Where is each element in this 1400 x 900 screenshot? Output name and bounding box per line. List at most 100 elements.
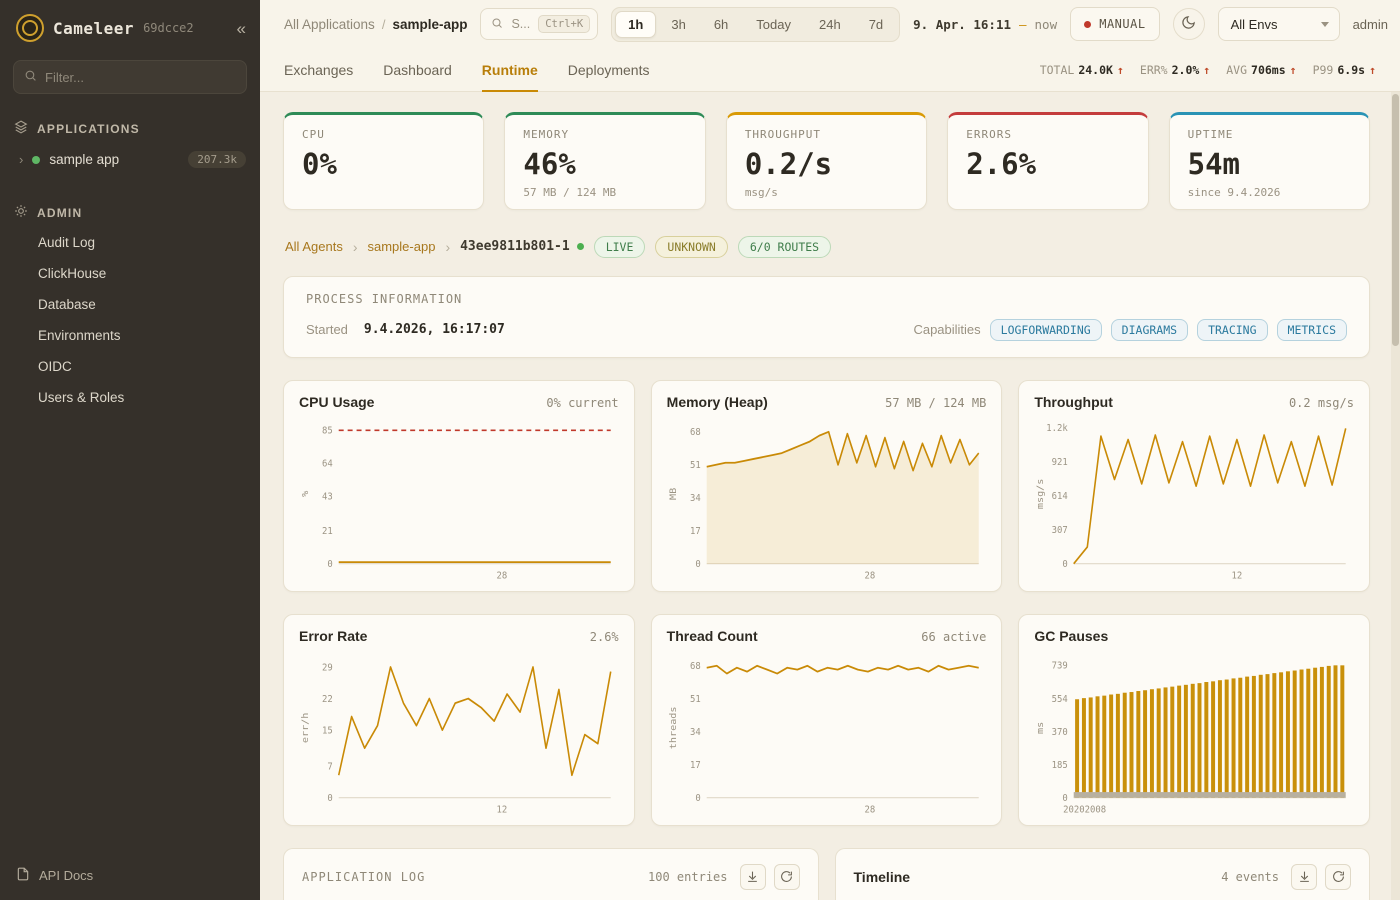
gear-icon (14, 204, 28, 221)
breadcrumb-all-applications[interactable]: All Applications (284, 16, 375, 32)
application-log-title: APPLICATION LOG (302, 869, 426, 884)
content: CPU 0% MEMORY 46% 57 MB / 124 MB THROUGH… (260, 92, 1400, 900)
tab-runtime[interactable]: Runtime (481, 48, 538, 92)
svg-text:28: 28 (864, 804, 875, 816)
stat-avg: AVG 706ms ↑ (1226, 62, 1297, 77)
api-docs-link[interactable]: API Docs (0, 851, 260, 900)
manual-refresh-button[interactable]: MANUAL (1070, 7, 1160, 41)
environment-select[interactable]: All Envs (1217, 7, 1340, 41)
svg-text:28: 28 (864, 570, 875, 582)
chart-card-thread-count: Thread Count 66 active 0 17 34 51 68 28 thread… (650, 613, 1003, 826)
sidebar-item-clickhouse[interactable]: ClickHouse (38, 266, 107, 281)
date-range-picker[interactable]: 9. Apr. 16:11 – now (913, 17, 1057, 32)
logo-icon (16, 14, 44, 42)
svg-text:20202008: 20202008 (1063, 804, 1106, 816)
sidebar-item-users-roles[interactable]: Users & Roles (38, 390, 125, 405)
global-search-button[interactable]: S... Ctrl+K (480, 8, 599, 40)
capability-diagrams: DIAGRAMS (1110, 318, 1189, 341)
scrollbar-thumb[interactable] (1392, 94, 1399, 346)
charts-row-1: CPU Usage 0% current 0 21 43 64 85 28% Memory… (283, 379, 1370, 592)
chevron-separator: › (352, 238, 358, 255)
collapse-sidebar-button[interactable]: « (236, 18, 246, 38)
badge-live: LIVE (593, 235, 646, 258)
svg-text:12: 12 (497, 804, 508, 816)
api-docs-label: API Docs (39, 868, 94, 883)
app-title: Cameleer (53, 18, 135, 38)
tab-dashboard[interactable]: Dashboard (383, 61, 452, 78)
refresh-button[interactable] (1325, 863, 1351, 890)
download-button[interactable] (1291, 863, 1317, 890)
timeline-events-count: 4 events (1221, 869, 1279, 884)
time-range-1h[interactable]: 1h (615, 10, 657, 38)
agent-breadcrumb: All Agents › sample-app › 43ee9811b801-1… (285, 235, 1370, 258)
time-range-6h[interactable]: 6h (701, 11, 741, 38)
chevron-right-icon: › (19, 152, 24, 167)
stat-cards-row: CPU 0% MEMORY 46% 57 MB / 124 MB THROUGH… (283, 112, 1371, 210)
svg-text:307: 307 (1052, 524, 1068, 536)
timeline-title: Timeline (853, 868, 911, 885)
svg-text:34: 34 (690, 492, 701, 504)
date-to: now (1034, 16, 1058, 32)
layers-icon (14, 120, 28, 137)
chart-card-throughput: Throughput 0.2 msg/s 0 307 614 921 1.2k 12 msg… (1018, 379, 1370, 592)
applications-section-header: APPLICATIONS (0, 114, 260, 143)
chart-title: Throughput (1034, 393, 1113, 410)
svg-text:0: 0 (327, 793, 333, 805)
chart-value: 66 active (921, 629, 987, 644)
message-count-badge: 207.3k (188, 151, 246, 168)
download-button[interactable] (739, 863, 766, 890)
svg-text:msg/s: msg/s (1036, 479, 1046, 510)
status-dot (32, 155, 41, 164)
svg-text:51: 51 (690, 694, 701, 706)
throughput-chart: 0 307 614 921 1.2k 12 msg/s (1034, 415, 1354, 584)
crumb-sample-app[interactable]: sample-app (367, 239, 436, 255)
time-range-7d[interactable]: 7d (856, 11, 896, 38)
sidebar-item-database[interactable]: Database (38, 297, 96, 312)
time-range-today[interactable]: Today (743, 11, 804, 38)
chart-value: 0% current (546, 395, 619, 410)
chart-value: 57 MB / 124 MB (885, 395, 987, 410)
sidebar-item-audit-log[interactable]: Audit Log (38, 235, 96, 250)
sidebar-item-sample-app[interactable]: › sample app 207.3k (0, 143, 260, 176)
capability-logforwarding: LOGFORWARDING (989, 318, 1102, 341)
sidebar-item-oidc[interactable]: OIDC (38, 359, 72, 374)
admin-label: ADMIN (37, 205, 83, 220)
dark-mode-toggle[interactable] (1172, 8, 1205, 40)
chart-title: Memory (Heap) (666, 393, 768, 410)
trend-up-icon: ↑ (1369, 62, 1376, 77)
chart-card-memory-heap: Memory (Heap) 57 MB / 124 MB 0 17 34 51 68 28… (650, 379, 1003, 592)
refresh-button[interactable] (773, 863, 800, 890)
chart-title: Thread Count (666, 627, 758, 644)
sidebar-item-environments[interactable]: Environments (38, 328, 121, 343)
gc-pauses-chart: 0 185 370 554 739 20202008 ms (1034, 649, 1354, 818)
environment-select-value: All Envs (1230, 16, 1278, 32)
svg-text:0: 0 (695, 793, 701, 805)
time-range-24h[interactable]: 24h (806, 11, 854, 38)
svg-text:29: 29 (322, 662, 333, 674)
tabbar: Exchanges Dashboard Runtime Deployments … (260, 48, 1400, 92)
applications-label: APPLICATIONS (37, 121, 140, 136)
sidebar-filter (13, 60, 247, 94)
svg-text:68: 68 (690, 427, 701, 439)
svg-text:0: 0 (1063, 793, 1069, 805)
live-status-dot (576, 243, 584, 251)
chart-value: 0.2 msg/s (1288, 395, 1354, 410)
tab-exchanges[interactable]: Exchanges (284, 61, 354, 78)
time-range-3h[interactable]: 3h (658, 11, 698, 38)
svg-text:185: 185 (1052, 759, 1068, 771)
svg-text:43: 43 (322, 491, 333, 503)
breadcrumb-current: sample-app (392, 16, 468, 32)
admin-section-header: ADMIN (0, 198, 260, 227)
crumb-all-agents[interactable]: All Agents (285, 239, 343, 255)
filter-input[interactable] (45, 69, 236, 85)
svg-text:614: 614 (1052, 490, 1068, 502)
user-menu[interactable]: admin (1352, 16, 1388, 32)
application-log-card: APPLICATION LOG 100 entries (283, 847, 819, 900)
svg-text:554: 554 (1052, 693, 1068, 705)
tab-deployments[interactable]: Deployments (567, 61, 650, 78)
stat-card-memory: MEMORY 46% 57 MB / 124 MB (504, 112, 706, 210)
chart-title: Error Rate (299, 627, 368, 644)
svg-text:17: 17 (690, 759, 701, 771)
stat-p99: P99 6.9s ↑ (1312, 62, 1376, 77)
svg-text:34: 34 (690, 726, 701, 738)
